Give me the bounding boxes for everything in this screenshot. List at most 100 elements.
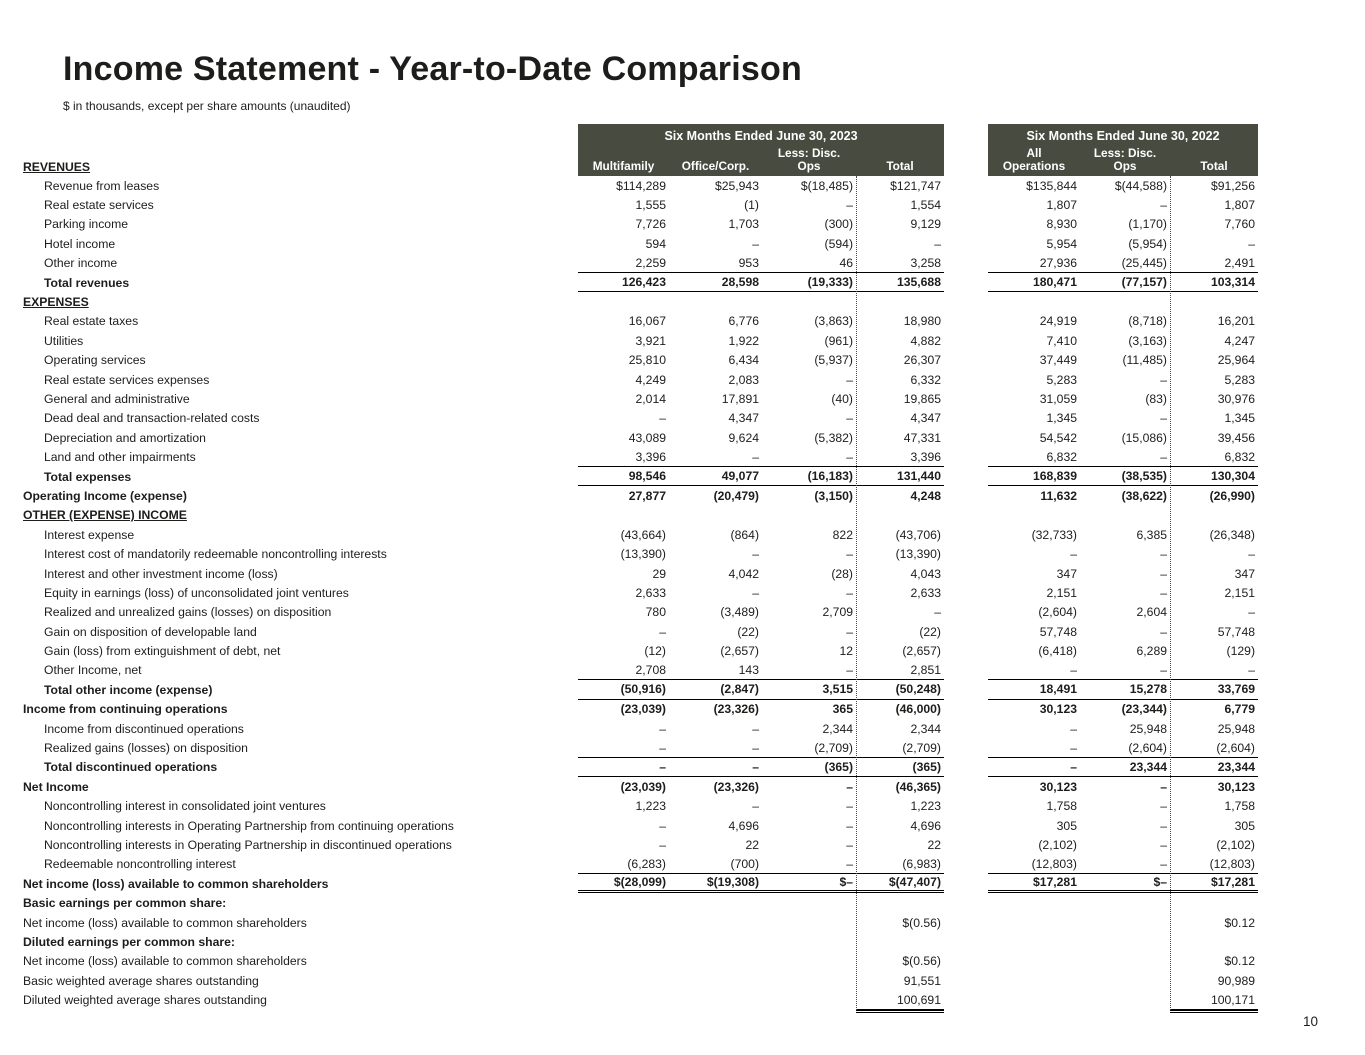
cell: – (846, 799, 853, 814)
cell (578, 506, 669, 525)
column-header: Multifamily (592, 159, 655, 173)
table-row: Hotel income 594 – (594) – 5,954 (5,954) – (23, 234, 1258, 253)
cell: 24,919 (1039, 314, 1077, 329)
table-row: EXPENSES (23, 292, 1258, 311)
row-label: Noncontrolling interest in consolidated … (44, 799, 326, 814)
cell: (43,706) (895, 527, 941, 542)
table-row: Total discontinued operations – – (365) (365… (23, 758, 1258, 778)
row-label: Total discontinued operations (44, 760, 218, 775)
cell: (11,485) (1122, 353, 1168, 368)
row-label: Dead deal and transaction-related costs (44, 411, 260, 426)
table-row: Parking income 7,726 1,703 (300) 9,129 8,930 (… (23, 215, 1258, 234)
cell (988, 506, 1080, 525)
cell: 6,779 (1224, 702, 1256, 717)
cell (762, 932, 856, 951)
cell: (19,333) (762, 273, 856, 293)
cell: 15,278 (1080, 680, 1170, 700)
cell: – (659, 818, 666, 833)
row-label: Interest expense (44, 527, 135, 542)
cell: 1,758 (1224, 799, 1256, 814)
cell: $(0.56) (902, 915, 941, 930)
cell: 12 (839, 644, 853, 659)
table-row: Income from continuing operations (23,039… (23, 700, 1258, 719)
cell: 30,123 (1039, 702, 1077, 717)
cell: 365 (832, 702, 853, 717)
cell: $(47,407) (856, 874, 944, 894)
cell: 143 (669, 661, 762, 681)
cell (578, 913, 669, 932)
cell: 11,632 (1040, 488, 1077, 503)
cell: (3,863) (814, 314, 853, 329)
cell: 168,839 (988, 467, 1080, 487)
row-label: Noncontrolling interests in Operating Pa… (44, 818, 454, 833)
cell: 57,748 (1039, 624, 1077, 639)
cell: 46 (762, 254, 856, 273)
row-label: Total expenses (44, 469, 132, 484)
cell: 4,347 (728, 411, 760, 426)
cell: $135,844 (1026, 178, 1077, 193)
table-row: Diluted weighted average shares outstand… (23, 990, 1258, 1010)
cell: 2,151 (1046, 585, 1078, 600)
cell: – (1160, 566, 1167, 581)
table-row: Operating services 25,810 6,434 (5,937) 26,3… (23, 351, 1258, 370)
cell: 305 (1056, 818, 1077, 833)
table-row: Basic earnings per common share: (23, 893, 1258, 912)
cell (669, 971, 762, 990)
cell (578, 932, 669, 951)
cell: 2,633 (910, 585, 942, 600)
cell: – (762, 855, 856, 875)
row-label: Operating services (44, 353, 146, 368)
cell: (365) (856, 758, 944, 778)
column-header: Total (886, 159, 914, 173)
table-row: Dead deal and transaction-related costs –… (23, 409, 1258, 428)
row-label: Revenue from leases (44, 178, 160, 193)
cell: 4,042 (728, 566, 760, 581)
cell: (20,479) (713, 488, 759, 503)
section-label-revenues: REVENUES (23, 160, 91, 174)
row-label: Noncontrolling interests in Operating Pa… (44, 837, 452, 852)
cell: 28,598 (669, 273, 762, 293)
cell: $17,281 (988, 874, 1080, 894)
cell (669, 506, 762, 525)
cell (1170, 932, 1258, 951)
cell: 30,123 (1039, 779, 1077, 794)
table-row: Interest and other investment income (lo… (23, 564, 1258, 583)
cell (762, 292, 856, 311)
table-row: Gain (loss) from extinguishment of debt,… (23, 641, 1258, 660)
row-label: Income from continuing operations (23, 702, 228, 717)
cell: 30,123 (1217, 779, 1255, 794)
cell: – (1080, 661, 1170, 681)
cell: 5,283 (1046, 372, 1078, 387)
row-label: Other income (44, 256, 118, 271)
cell: (700) (669, 855, 762, 875)
header-group-2022-title: Six Months Ended June 30, 2022 (1026, 129, 1220, 143)
cell: (3,163) (1128, 333, 1167, 348)
cell: 2,491 (1170, 254, 1258, 273)
row-label: Real estate services expenses (44, 372, 210, 387)
cell (1080, 990, 1170, 1009)
cell: $(44,588) (1114, 178, 1167, 193)
cell: (26,990) (1209, 488, 1255, 503)
row-label: Basic earnings per common share: (23, 896, 227, 911)
cell (1170, 893, 1258, 912)
cell: – (578, 758, 669, 778)
cell: – (752, 585, 759, 600)
cell: 4,043 (910, 566, 942, 581)
cell: (12) (644, 644, 666, 659)
cell: 90,989 (1217, 973, 1255, 988)
cell (988, 292, 1080, 311)
cell: 6,332 (910, 372, 942, 387)
table-row: Net income (loss) available to common sh… (23, 952, 1258, 971)
table-row: Noncontrolling interest in consolidated … (23, 797, 1258, 816)
cell: – (846, 585, 853, 600)
cell: (46,365) (895, 779, 941, 794)
cell: 780 (645, 605, 666, 620)
row-label: Operating Income (expense) (23, 488, 187, 503)
column-header: All Operations (1002, 146, 1066, 173)
cell: – (1080, 855, 1170, 875)
header-group-2022: Six Months Ended June 30, 2022 All Operat… (988, 124, 1258, 176)
cell: $(18,485) (800, 178, 853, 193)
cell: 98,546 (578, 467, 669, 487)
table-row: Interest expense (43,664) (864) 822 (43,706)… (23, 525, 1258, 544)
